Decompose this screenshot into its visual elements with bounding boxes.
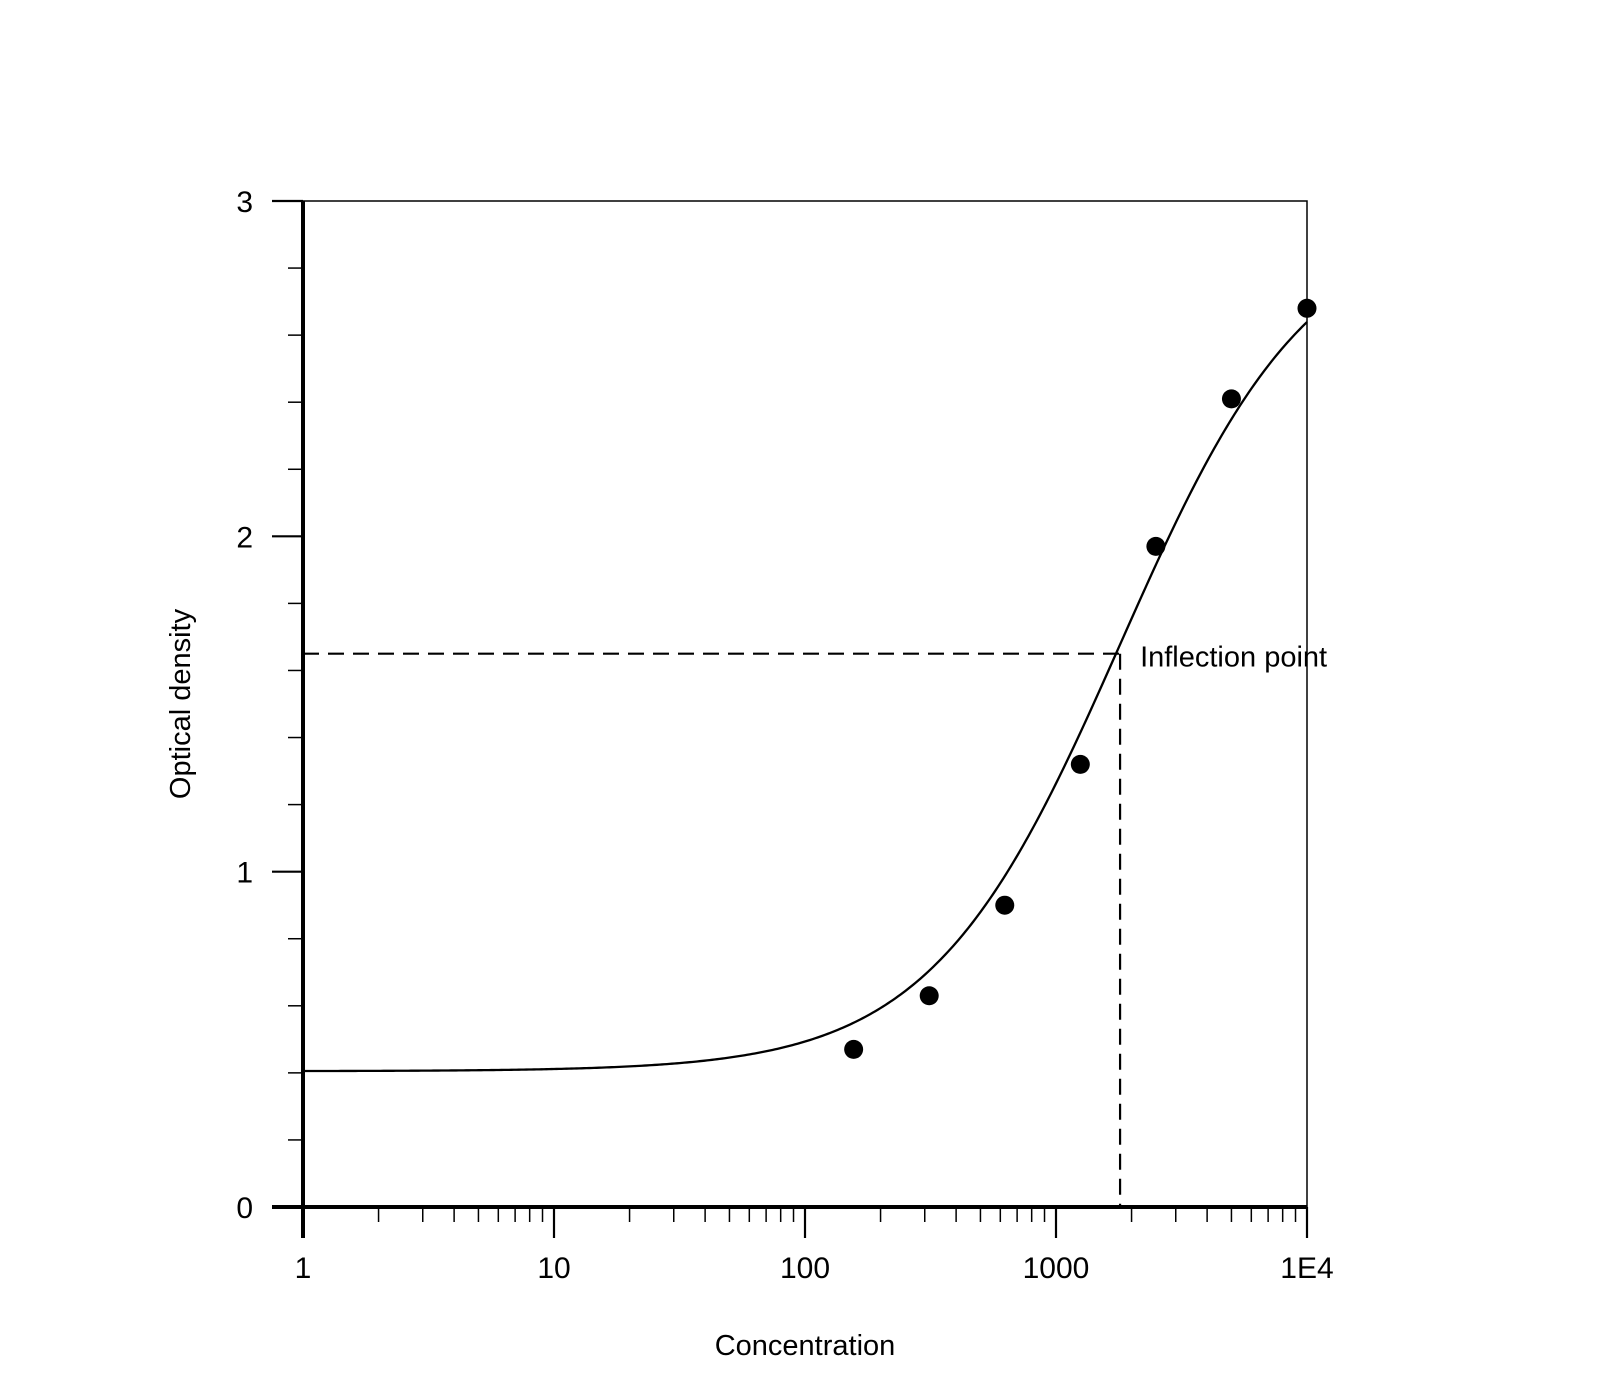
data-point (1070, 754, 1090, 774)
data-point (919, 986, 939, 1006)
axes (272, 199, 1309, 1238)
inflection-reference-lines (303, 652, 1122, 1207)
y-tick-label: 0 (236, 1192, 253, 1225)
x-tick-label: 1 (295, 1252, 312, 1285)
tick-labels: 0 1 2 3 1 10 100 1000 1E4 (236, 186, 1333, 1285)
x-axis-title: Concentration (715, 1330, 896, 1362)
y-axis-title: Optical density (165, 608, 197, 799)
plot-frame (302, 200, 1308, 1208)
data-point (1146, 536, 1166, 556)
data-point (844, 1039, 864, 1059)
inflection-point-label: Inflection point (1140, 642, 1327, 674)
x-tick-label: 1000 (1023, 1252, 1090, 1285)
data-points (844, 298, 1317, 1059)
data-point (995, 895, 1015, 915)
data-point (1221, 389, 1241, 409)
y-tick-label: 1 (236, 857, 253, 890)
y-tick-label: 3 (236, 186, 253, 219)
x-tick-label: 1E4 (1280, 1252, 1333, 1285)
data-point (1297, 298, 1317, 318)
fit-curve-layer (302, 321, 1308, 1073)
y-tick-label: 2 (236, 521, 253, 554)
fit-curve-line (302, 321, 1308, 1073)
x-tick-label: 10 (537, 1252, 570, 1285)
x-tick-label: 100 (780, 1252, 830, 1285)
